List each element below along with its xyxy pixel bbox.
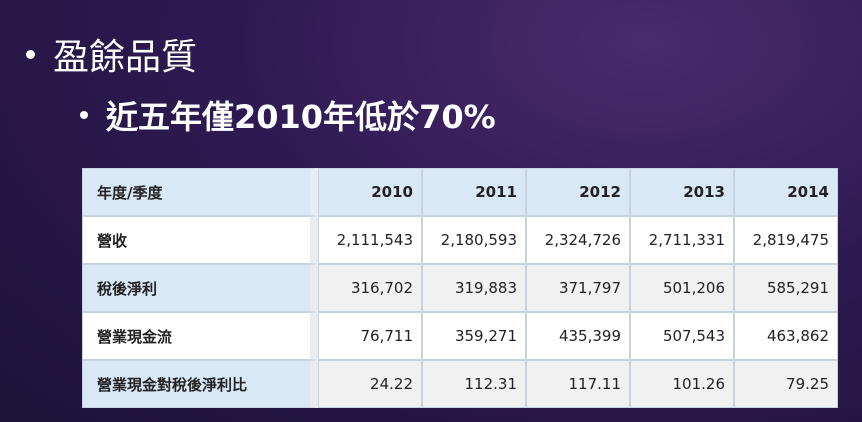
- cell: 2,711,331: [630, 216, 734, 264]
- bullet-dot: [26, 49, 35, 59]
- bullet-text: 盈餘品質: [53, 37, 198, 78]
- row-label: 年度/季度: [82, 168, 318, 216]
- sub-bullet: 近五年僅2010年低於70%: [80, 92, 496, 138]
- cell: 2012: [526, 168, 630, 216]
- cell: 2013: [630, 168, 734, 216]
- row-label: 營業現金流: [82, 312, 318, 360]
- cell: 2010: [318, 168, 422, 216]
- cell: 463,862: [734, 312, 838, 360]
- bullet-text: 近五年僅2010年低於70%: [106, 98, 496, 136]
- cell: 2011: [422, 168, 526, 216]
- table-row: 稅後淨利 316,702 319,883 371,797 501,206 585,291: [82, 264, 838, 312]
- cell: 316,702: [318, 264, 422, 312]
- cell: 117.11: [526, 360, 630, 408]
- cell: 101.26: [630, 360, 734, 408]
- data-table: 年度/季度 2010 2011 2012 2013 2014 營收 2,111,543 2,18…: [82, 168, 838, 408]
- table-row: 營業現金流 76,711 359,271 435,399 507,543 463,862: [82, 312, 838, 360]
- cell: 79.25: [734, 360, 838, 408]
- bullet-dot: [80, 111, 88, 119]
- cell: 24.22: [318, 360, 422, 408]
- table-row: 營業現金對稅後淨利比 24.22 112.31 117.11 101.26 79.25: [82, 360, 838, 408]
- cell: 2014: [734, 168, 838, 216]
- cell: 2,819,475: [734, 216, 838, 264]
- cell: 359,271: [422, 312, 526, 360]
- cell: 2,324,726: [526, 216, 630, 264]
- cell: 2,180,593: [422, 216, 526, 264]
- cell: 2,111,543: [318, 216, 422, 264]
- row-label: 稅後淨利: [82, 264, 318, 312]
- row-label: 營業現金對稅後淨利比: [82, 360, 318, 408]
- cell: 319,883: [422, 264, 526, 312]
- cell: 76,711: [318, 312, 422, 360]
- cell: 112.31: [422, 360, 526, 408]
- cell: 501,206: [630, 264, 734, 312]
- table-row: 營收 2,111,543 2,180,593 2,324,726 2,711,331 2,…: [82, 216, 838, 264]
- cell: 507,543: [630, 312, 734, 360]
- row-label: 營收: [82, 216, 318, 264]
- cell: 585,291: [734, 264, 838, 312]
- cell: 371,797: [526, 264, 630, 312]
- table-row: 年度/季度 2010 2011 2012 2013 2014: [82, 168, 838, 216]
- cell: 435,399: [526, 312, 630, 360]
- bullet: 盈餘品質: [26, 28, 197, 80]
